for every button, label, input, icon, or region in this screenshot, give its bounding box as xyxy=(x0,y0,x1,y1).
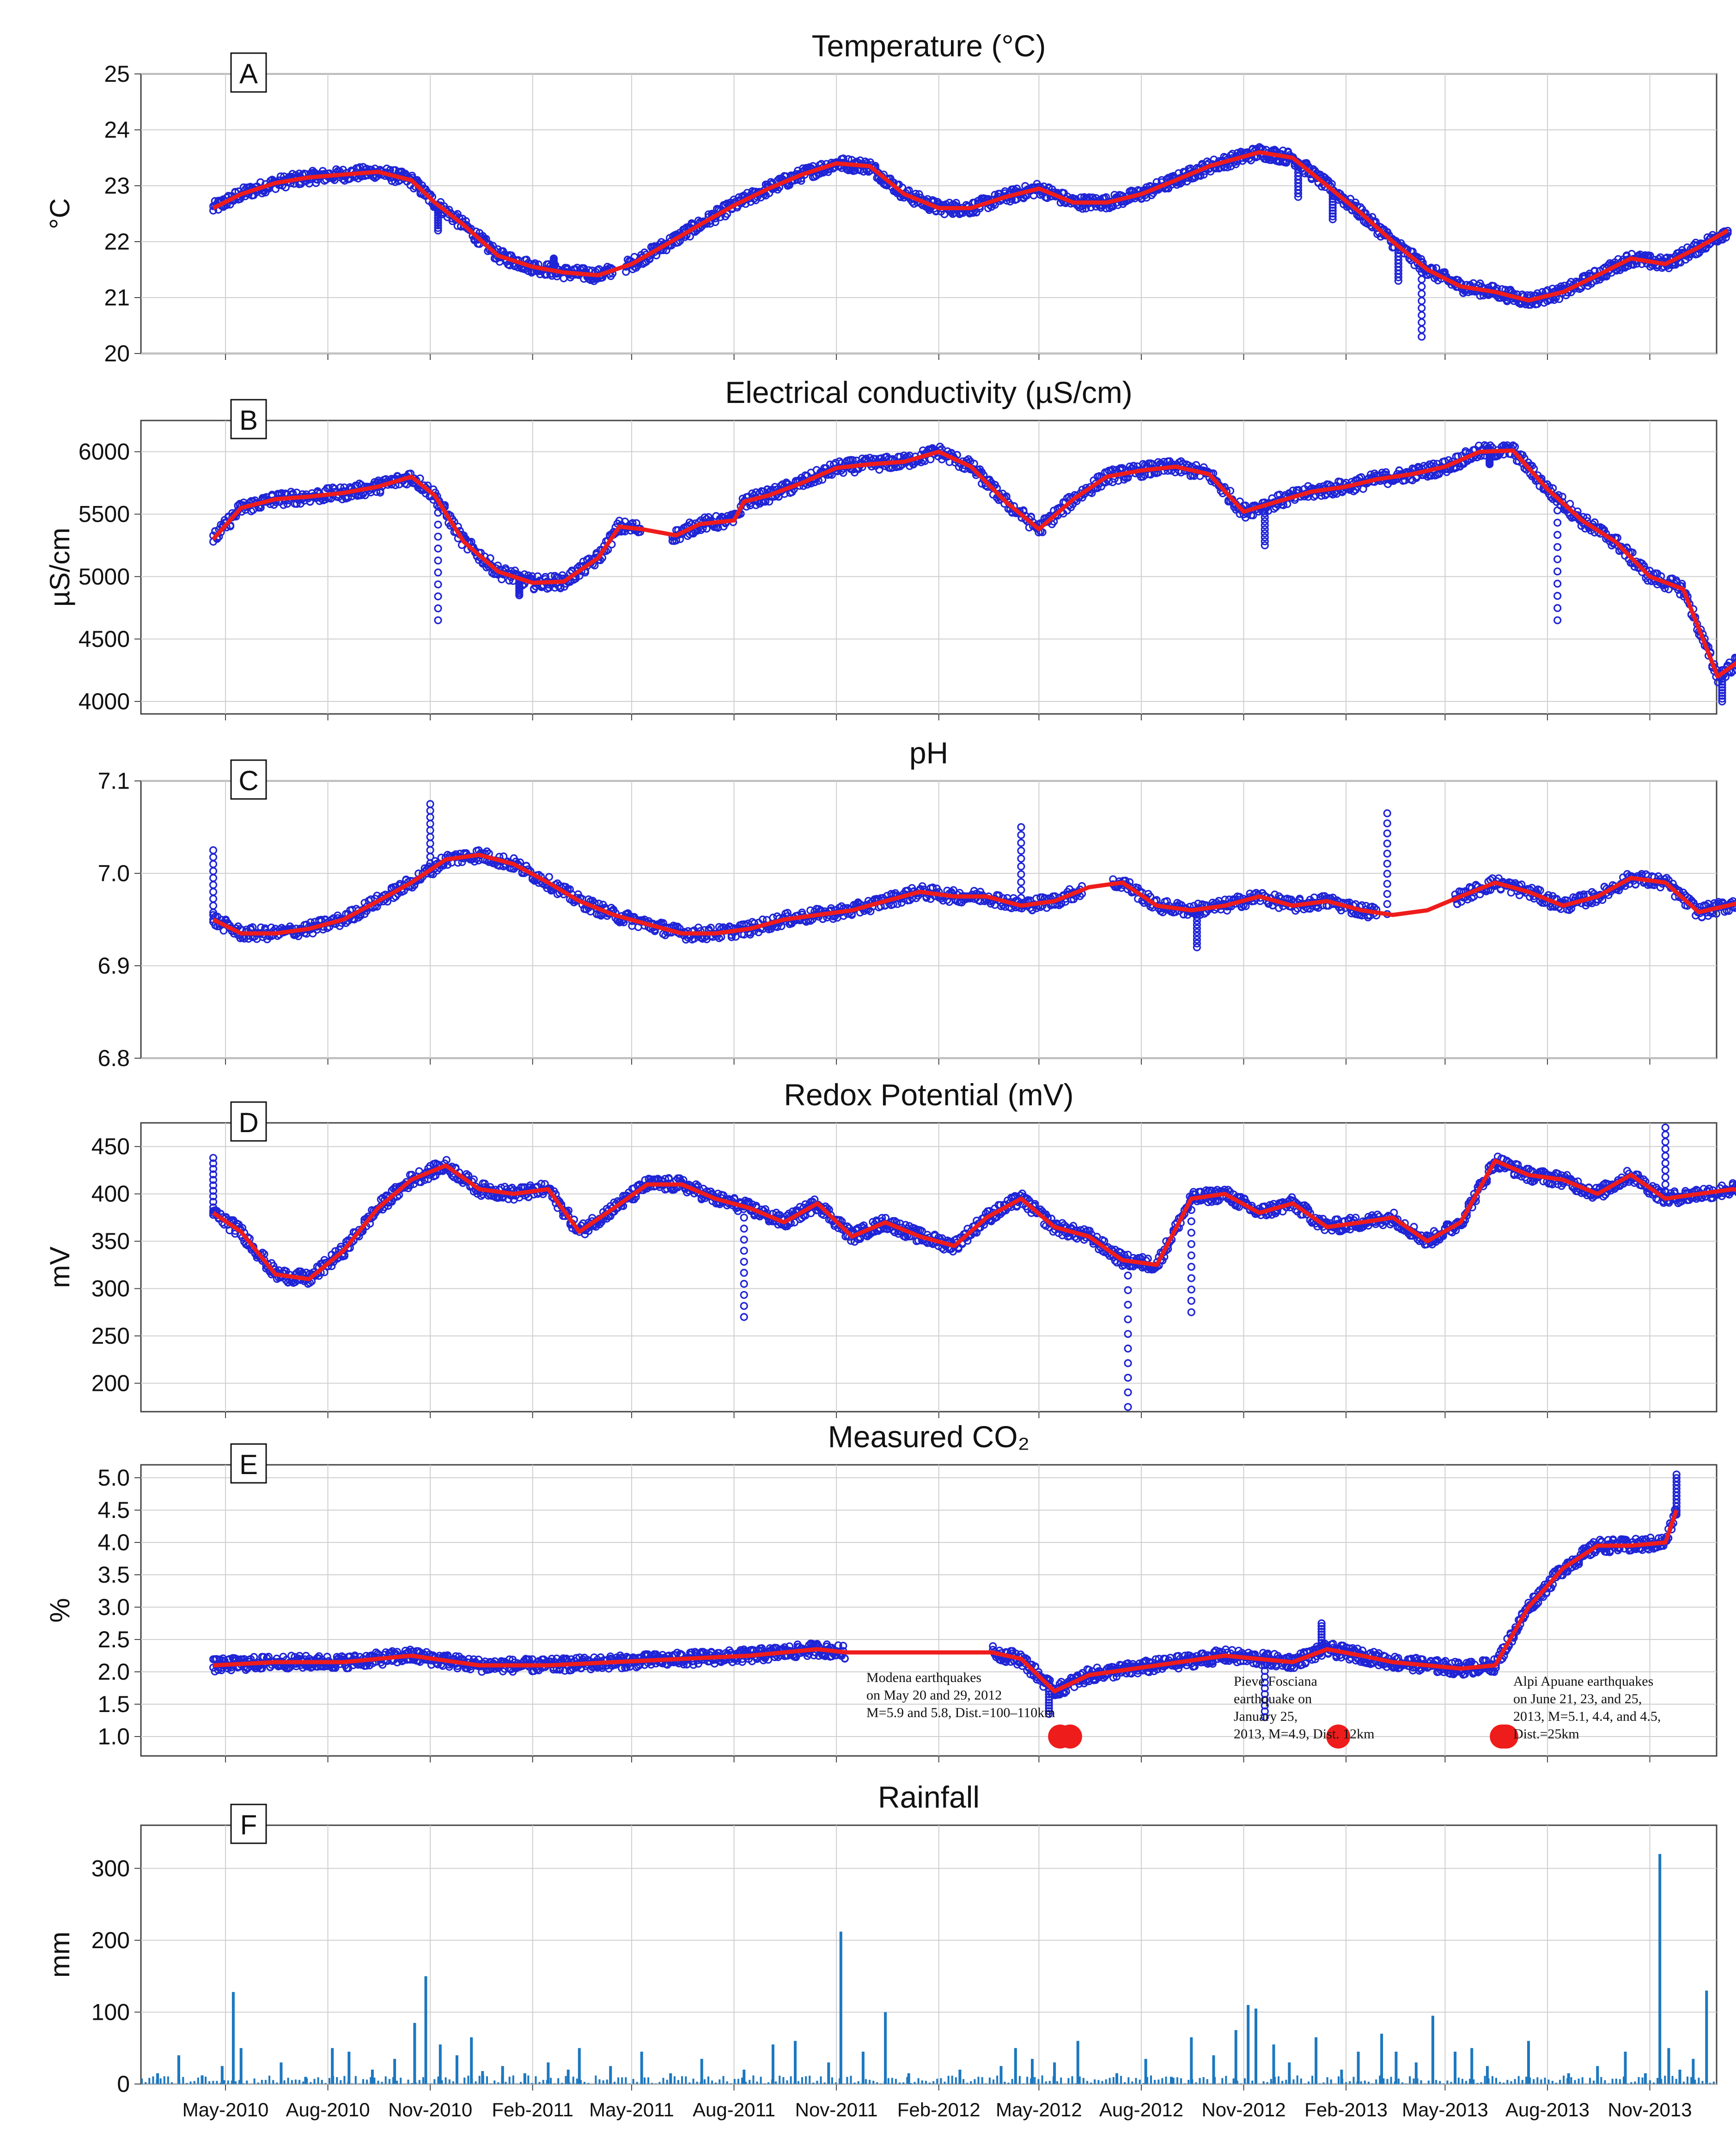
y-tick-label: 5500 xyxy=(79,501,130,527)
y-tick-label: 4000 xyxy=(79,689,130,714)
panel-letter: B xyxy=(239,405,258,436)
data-point xyxy=(453,210,462,218)
panel-title: Temperature (°C) xyxy=(812,29,1046,63)
y-tick-label: 25 xyxy=(104,61,130,87)
y-axis-label: °C xyxy=(44,198,75,229)
y-tick-label: 7.0 xyxy=(97,860,130,886)
spike-point xyxy=(434,211,442,219)
y-tick-label: 24 xyxy=(104,117,130,143)
spike-point xyxy=(434,224,442,232)
data-point xyxy=(711,218,719,226)
data-point xyxy=(308,167,317,175)
data-point xyxy=(797,177,805,185)
y-tick-label: 21 xyxy=(104,285,130,311)
y-tick-label: 22 xyxy=(104,229,130,255)
spike-point xyxy=(434,213,442,222)
data-point xyxy=(686,232,694,241)
data-point xyxy=(688,219,696,227)
data-point xyxy=(1432,264,1440,272)
y-tick-label: 6.9 xyxy=(97,953,130,979)
data-point xyxy=(1078,205,1087,213)
y-tick-label: 5000 xyxy=(79,564,130,590)
panel-title: Electrical conductivity (µS/cm) xyxy=(725,375,1133,409)
y-tick-label: 6000 xyxy=(79,439,130,465)
panels: 20 21 22 23 24 25 Temperature (°C) A °C 4000 4500 5… xyxy=(44,29,1736,2121)
data-point xyxy=(1555,295,1564,303)
spike-point xyxy=(434,216,442,225)
spike-point xyxy=(1418,333,1426,341)
data-point xyxy=(1441,268,1449,276)
panel-letter: A xyxy=(239,58,258,89)
spike-point xyxy=(434,221,442,230)
y-tick-label: 6.8 xyxy=(97,1045,130,1071)
y-tick-label: 4500 xyxy=(79,626,130,652)
panel-title: pH xyxy=(909,736,948,770)
spike-point xyxy=(434,226,442,235)
panel-a: 20 21 22 23 24 25 Temperature (°C) A °C xyxy=(44,29,1732,366)
y-tick-label: 23 xyxy=(104,173,130,199)
spike-point xyxy=(549,254,558,262)
y-tick-label: 20 xyxy=(104,341,130,366)
panel-letter-box xyxy=(230,52,267,93)
y-tick-label: 7.1 xyxy=(97,768,130,794)
panel-letter: C xyxy=(238,765,258,796)
data-point xyxy=(1602,272,1611,280)
data-point xyxy=(1282,158,1291,167)
y-axis-label: µS/cm xyxy=(44,528,75,607)
spike-point xyxy=(434,208,442,217)
spike-point xyxy=(434,219,442,227)
